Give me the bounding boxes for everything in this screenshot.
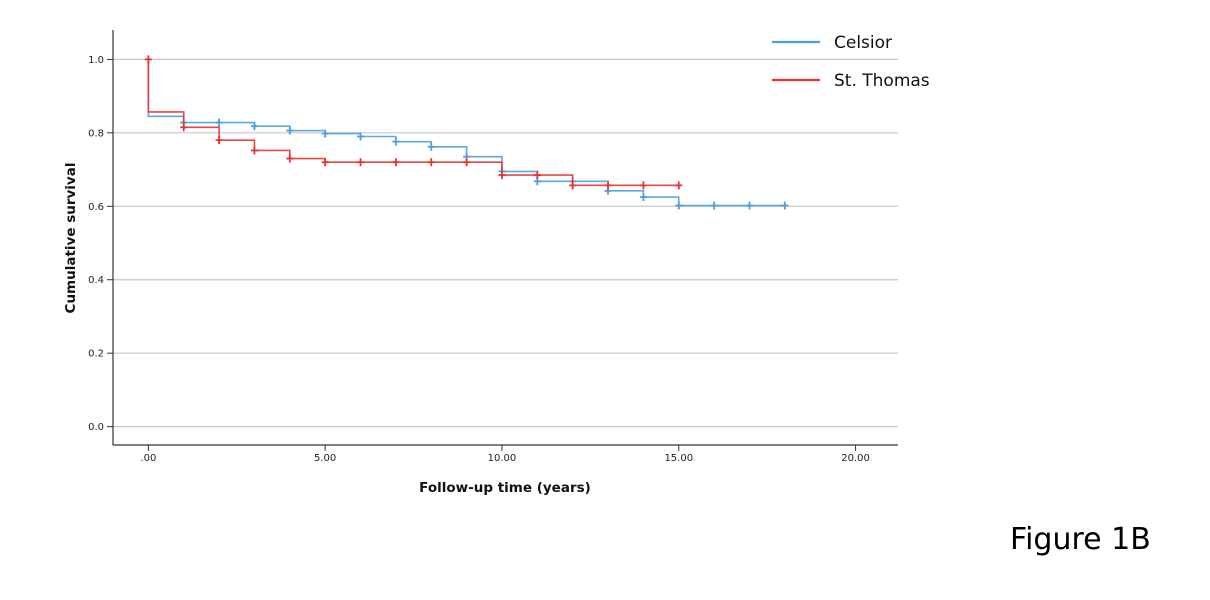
censor-mark [675,201,683,210]
censor-mark [321,158,329,167]
censor-mark [180,123,188,132]
censor-mark [286,154,294,163]
censor-mark [781,201,789,210]
censor-mark [498,171,506,180]
censor-mark [215,118,223,127]
legend: Celsior St. Thomas [772,33,930,91]
censor-mark [392,137,400,146]
censor-mark [215,136,223,145]
censor-mark [639,193,647,202]
y-tick-label: 0.2 [88,349,104,360]
y-tick-label: 0.4 [88,275,104,286]
figure-label: Figure 1B [1010,522,1151,557]
censor-mark [357,158,365,167]
censor-mark [604,181,612,190]
series-lines [144,55,789,210]
censor-mark [427,158,435,167]
series-1 [144,55,683,190]
tick-labels: 0.0 0.2 0.4 0.6 0.8 1.0 .00 5.00 10.00 15.00 20.00 [88,55,870,464]
y-tick-label: 0.6 [88,202,104,213]
censor-mark [463,158,471,167]
y-tick-label: 0.8 [88,128,104,139]
x-tick-label: .00 [140,453,156,464]
censor-mark [250,122,258,131]
censor-mark [533,171,541,180]
censor-mark [427,142,435,151]
censor-mark [144,55,152,64]
series-0 [147,59,789,210]
censor-mark [745,201,753,210]
censor-mark [250,146,258,155]
censor-mark [286,126,294,135]
censor-mark [357,132,365,141]
censor-mark [569,181,577,190]
x-tick-label: 10.00 [488,453,517,464]
y-axis-title: Cumulative survival [63,163,79,314]
x-axis-title: Follow-up time (years) [419,480,591,496]
censor-mark [710,201,718,210]
survival-line [147,59,679,187]
censor-mark [321,129,329,138]
axes [107,30,898,451]
x-tick-label: 15.00 [664,453,693,464]
legend-label: Celsior [834,33,892,53]
x-tick-label: 5.00 [314,453,336,464]
gridlines [113,58,898,428]
censor-mark [392,158,400,167]
x-tick-label: 20.00 [841,453,870,464]
censor-mark [675,181,683,190]
y-tick-label: 0.0 [88,422,104,433]
censor-mark [639,181,647,190]
legend-label: St. Thomas [834,71,930,91]
y-tick-label: 1.0 [88,55,104,66]
